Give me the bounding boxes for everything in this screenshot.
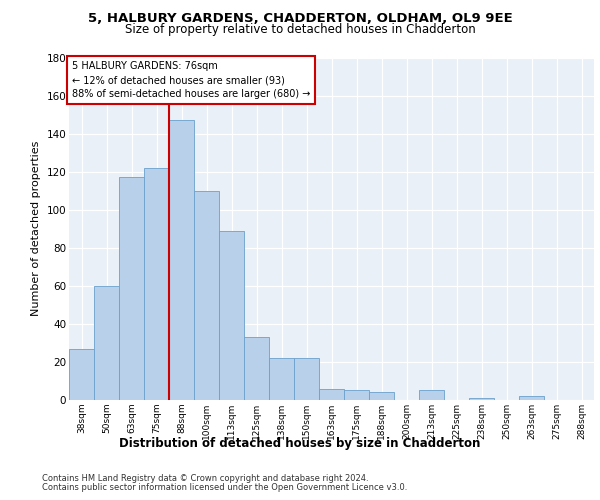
Bar: [244, 337, 269, 400]
Text: Contains public sector information licensed under the Open Government Licence v3: Contains public sector information licen…: [42, 483, 407, 492]
Bar: [169, 120, 194, 400]
Bar: [469, 398, 494, 400]
Bar: [519, 396, 544, 400]
Bar: [94, 286, 119, 400]
Bar: [344, 390, 369, 400]
Bar: [69, 348, 94, 400]
Text: 5, HALBURY GARDENS, CHADDERTON, OLDHAM, OL9 9EE: 5, HALBURY GARDENS, CHADDERTON, OLDHAM, …: [88, 12, 512, 26]
Bar: [219, 230, 244, 400]
Text: Contains HM Land Registry data © Crown copyright and database right 2024.: Contains HM Land Registry data © Crown c…: [42, 474, 368, 483]
Text: 5 HALBURY GARDENS: 76sqm
← 12% of detached houses are smaller (93)
88% of semi-d: 5 HALBURY GARDENS: 76sqm ← 12% of detach…: [71, 62, 310, 100]
Bar: [419, 390, 444, 400]
Bar: [119, 178, 144, 400]
Bar: [194, 190, 219, 400]
Y-axis label: Number of detached properties: Number of detached properties: [31, 141, 41, 316]
Bar: [269, 358, 294, 400]
Text: Size of property relative to detached houses in Chadderton: Size of property relative to detached ho…: [125, 22, 475, 36]
Text: Distribution of detached houses by size in Chadderton: Distribution of detached houses by size …: [119, 438, 481, 450]
Bar: [294, 358, 319, 400]
Bar: [369, 392, 394, 400]
Bar: [319, 388, 344, 400]
Bar: [144, 168, 169, 400]
